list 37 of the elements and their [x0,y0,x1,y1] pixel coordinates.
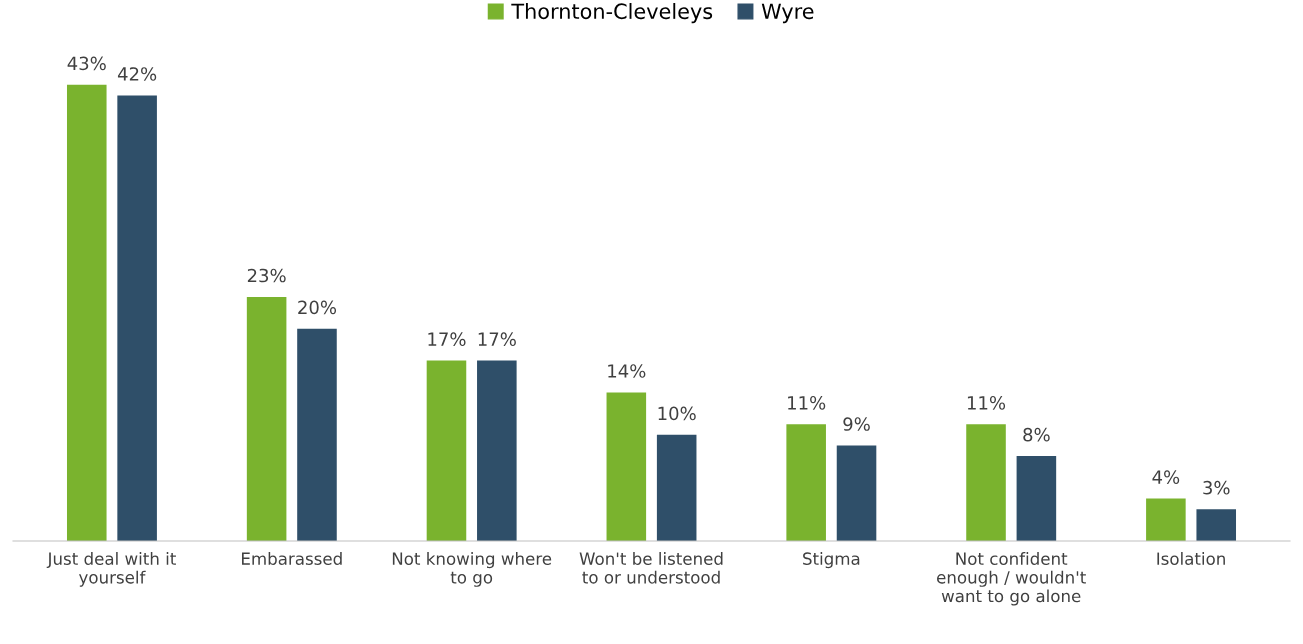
bar [117,95,157,541]
bar [426,360,467,541]
legend-label: Wyre [761,3,814,24]
x-tick-label: Just deal with it yourself [46,552,176,587]
data-label: 23% [247,268,286,283]
bar [246,296,287,541]
data-label: 42% [117,67,157,81]
x-tick-label: Stigma [803,552,860,569]
x-tick-label: Isolation [1157,552,1225,565]
bar [66,84,107,541]
x-tick-label: Won't be listened to or understood [579,552,723,584]
data-label: 17% [428,332,466,347]
data-label: 8% [1023,427,1050,442]
bar [786,424,826,541]
x-tick-label: Embarassed [242,552,342,565]
bar [606,392,647,541]
x-tick-label: Not knowing where to go [392,552,552,587]
bar [656,434,697,541]
bar [297,328,337,541]
data-label: 14% [608,364,646,378]
x-tick-label: Not confident enough / wouldn't want to go alone [937,552,1086,606]
bar [1196,509,1237,541]
data-label: 43% [67,56,106,71]
bar [477,360,517,541]
data-label: 9% [843,417,870,431]
bar [1146,498,1186,541]
data-label: 17% [478,332,516,347]
data-label: 11% [967,396,1006,410]
bar [836,445,877,541]
legend-label: Thornton-Cleveleys [511,3,713,24]
bar [966,424,1006,541]
data-label: 20% [298,300,337,315]
data-label: 10% [658,406,696,421]
data-label: 4% [1152,470,1180,484]
bar [1016,456,1057,541]
data-label: 11% [788,396,826,410]
data-label: 3% [1203,480,1230,495]
